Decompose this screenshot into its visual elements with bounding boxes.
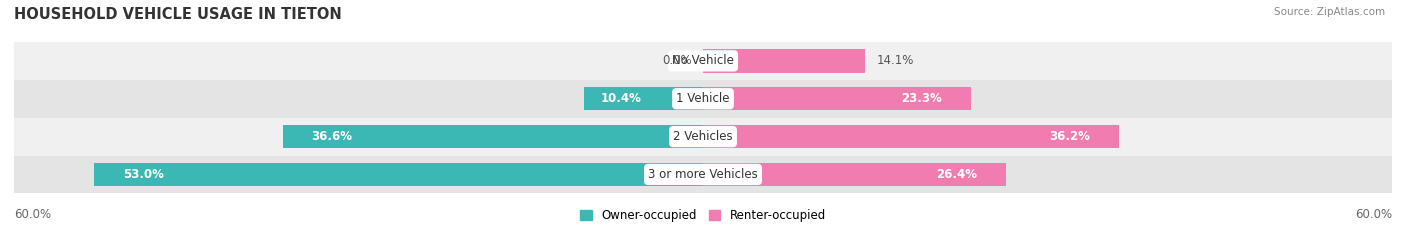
Text: HOUSEHOLD VEHICLE USAGE IN TIETON: HOUSEHOLD VEHICLE USAGE IN TIETON [14, 7, 342, 22]
Text: 36.2%: 36.2% [1049, 130, 1090, 143]
Bar [703, 163, 1007, 186]
Text: 53.0%: 53.0% [124, 168, 165, 181]
Text: 26.4%: 26.4% [936, 168, 977, 181]
Text: 60.0%: 60.0% [14, 208, 51, 221]
Bar [14, 118, 1392, 156]
Bar [703, 49, 865, 73]
Bar [283, 125, 703, 148]
Text: 10.4%: 10.4% [600, 92, 641, 105]
Bar [583, 87, 703, 110]
Text: 14.1%: 14.1% [876, 54, 914, 67]
Bar [703, 87, 970, 110]
Text: 3 or more Vehicles: 3 or more Vehicles [648, 168, 758, 181]
Legend: Owner-occupied, Renter-occupied: Owner-occupied, Renter-occupied [575, 205, 831, 227]
Text: 23.3%: 23.3% [901, 92, 942, 105]
Bar [703, 125, 1119, 148]
Text: Source: ZipAtlas.com: Source: ZipAtlas.com [1274, 7, 1385, 17]
Bar [14, 156, 1392, 193]
Bar [14, 42, 1392, 80]
Bar [94, 163, 703, 186]
Bar [14, 80, 1392, 118]
Text: No Vehicle: No Vehicle [672, 54, 734, 67]
Text: 60.0%: 60.0% [1355, 208, 1392, 221]
Text: 0.0%: 0.0% [662, 54, 692, 67]
Text: 2 Vehicles: 2 Vehicles [673, 130, 733, 143]
Text: 36.6%: 36.6% [312, 130, 353, 143]
Text: 1 Vehicle: 1 Vehicle [676, 92, 730, 105]
